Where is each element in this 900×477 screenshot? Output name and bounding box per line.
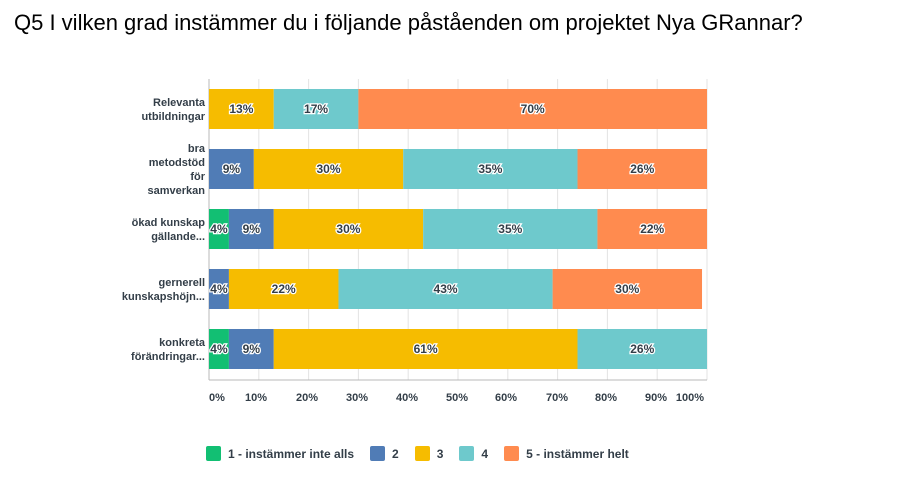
legend-swatch [370,446,386,461]
legend-label: 2 [392,446,399,461]
bar-segment [228,329,274,369]
bar-segment [253,149,404,189]
category-label: utbildningar [141,111,205,123]
data-label: 30% [317,162,341,176]
legend-swatch [206,446,221,461]
data-label: 9% [243,342,261,356]
x-tick-label: 80% [595,392,617,404]
x-tick-label: 50% [446,392,468,404]
x-tick-label: 70% [546,392,568,404]
bar-segment [209,89,274,129]
category-label: gällande... [151,231,205,243]
data-label: 4% [210,282,228,296]
data-label: 4% [210,222,228,236]
data-label: 13% [229,102,253,116]
data-label: 43% [434,282,458,296]
bar-segment [209,329,229,369]
bar-segment [358,89,707,129]
category-label: gernerell [159,277,205,289]
bar-segment [273,329,578,369]
x-tick-label: 10% [245,392,267,404]
data-label: 9% [243,222,261,236]
category-label: ökad kunskap [132,217,206,229]
legend-item: 3 [414,446,444,461]
data-label: 26% [630,162,654,176]
legend-item: 2 [370,446,399,461]
category-label: Relevanta [153,97,206,109]
category-label: konkreta [159,337,206,349]
stacked-bar-chart: 13% 17% 70% 9% 30% 35% 26% 4% 9% 30% 35% 22% 4% 22% 43… [122,79,708,404]
legend-item: 4 [459,446,488,461]
data-label: 22% [640,222,664,236]
category-label: förändringar... [131,351,205,363]
category-label: samverkan [148,185,206,197]
legend-item: 5 - instämmer helt [504,446,629,461]
legend-swatch [459,446,475,461]
x-tick-label: 20% [296,392,318,404]
chart-legend: 1 - instämmer inte alls 2 3 4 5 - instämmer … [206,446,645,461]
category-label: metodstöd [149,157,205,169]
category-label: kunskapshöjn... [122,291,205,303]
legend-swatch [504,446,520,461]
bar-segment [577,329,707,369]
x-tick-label: 40% [396,392,418,404]
bar-segment [597,209,707,249]
x-tick-label: 0% [209,392,225,404]
bar-segment [273,89,359,129]
bar-segment [209,209,229,249]
data-label: 9% [223,162,241,176]
data-label: 61% [414,342,438,356]
legend-label: 5 - instämmer helt [526,446,629,461]
chart-title: Q5 I vilken grad instämmer du i följande… [14,10,803,35]
data-label: 30% [615,282,639,296]
x-tick-label: 30% [346,392,368,404]
legend-swatch [414,446,430,461]
legend-label: 1 - instämmer inte alls [228,446,355,461]
legend-label: 4 [481,446,489,461]
bar-segment [423,209,598,249]
data-label: 35% [478,162,502,176]
data-label: 17% [304,102,328,116]
x-tick-label: 100% [676,392,704,404]
x-tick-label: 60% [495,392,517,404]
bar-segment [338,269,553,309]
bar-segment [228,269,339,309]
bar-segment [228,209,274,249]
bar-segment [209,149,254,189]
bar-segment [552,269,703,309]
category-label: bra [188,143,206,155]
category-label: för [190,171,205,183]
data-label: 26% [630,342,654,356]
bar-segment [273,209,424,249]
bar-segment [209,269,229,309]
x-tick-label: 90% [645,392,667,404]
legend-label: 3 [436,446,444,461]
data-label: 4% [210,342,228,356]
bar-segment [403,149,578,189]
legend-item: 1 - instämmer inte alls [206,446,354,461]
data-label: 35% [498,222,522,236]
data-label: 70% [521,102,545,116]
data-label: 22% [272,282,296,296]
bar-segment [577,149,707,189]
data-label: 30% [336,222,360,236]
